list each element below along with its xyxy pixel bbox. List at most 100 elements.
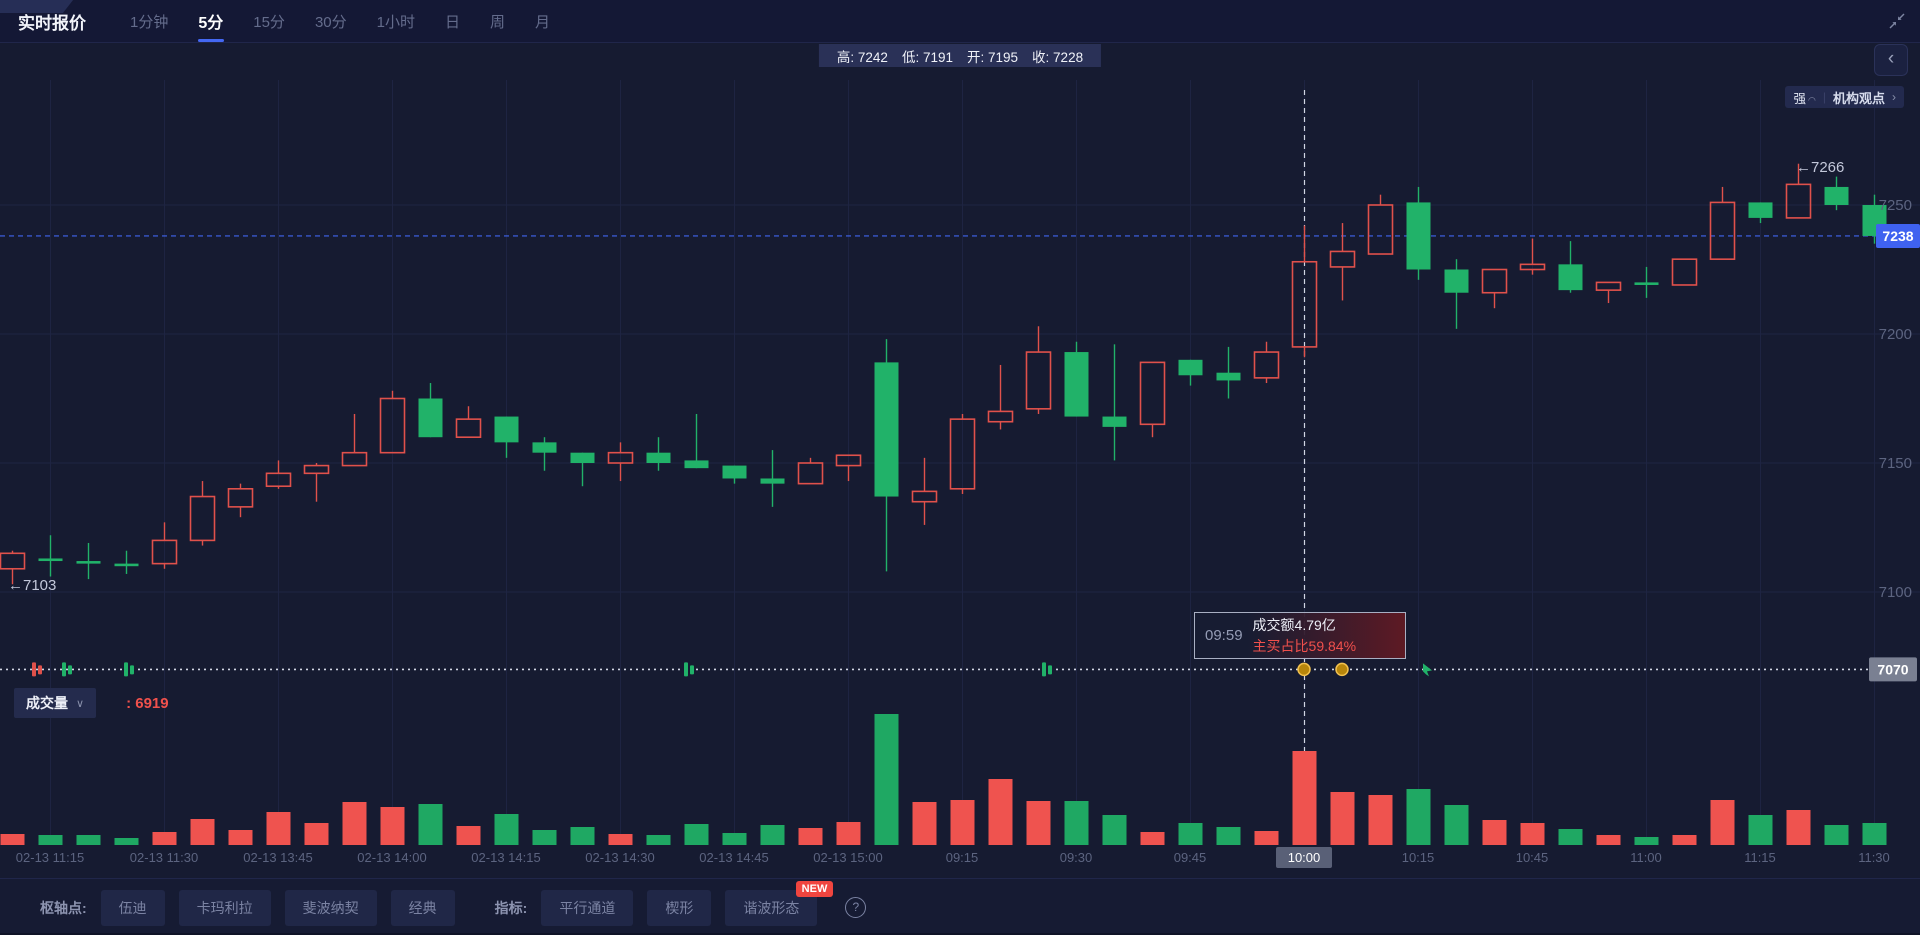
- ohlc-high: 高: 7242: [836, 49, 888, 65]
- pivot-woodie-button[interactable]: 伍迪: [100, 889, 165, 926]
- help-icon[interactable]: ?: [845, 897, 867, 918]
- time-axis-label: 02-13 14:15: [471, 850, 540, 865]
- candle-down: [1824, 186, 1849, 205]
- divider: |: [1822, 90, 1826, 104]
- candle-down: [532, 442, 557, 453]
- candle-up: [987, 410, 1014, 423]
- tab-day[interactable]: 日: [444, 13, 460, 31]
- tab-month[interactable]: 月: [535, 13, 551, 31]
- candle-up: [455, 418, 482, 439]
- candle-up: [1329, 250, 1356, 268]
- current-price-badge: [1876, 223, 1920, 248]
- coin-marker-icon: [1335, 662, 1349, 677]
- candle-up: [265, 472, 292, 488]
- candle-down: [38, 558, 63, 562]
- time-axis-label: 09:30: [1060, 850, 1093, 865]
- volume-bar: [912, 802, 937, 845]
- harmonic-label: 谐波形态: [743, 899, 800, 916]
- strength-label: 强: [1793, 91, 1806, 106]
- volume-bar: [1102, 815, 1127, 845]
- volume-bar: [1330, 792, 1355, 845]
- volume-bar: [266, 812, 291, 845]
- time-axis-label: 02-13 14:30: [585, 850, 654, 865]
- time-axis-label: 09:45: [1174, 850, 1207, 865]
- pivot-classic-button[interactable]: 经典: [390, 889, 455, 926]
- price-tick-label: 7100: [1879, 584, 1912, 601]
- candle-marker-icon: [62, 662, 66, 677]
- candle-down: [684, 460, 709, 469]
- institution-opinion-badge[interactable]: 强 ◠ | 机构观点 ›: [1785, 86, 1904, 108]
- indicator-wedge-button[interactable]: 楔形: [647, 889, 712, 926]
- time-axis-label: 10:45: [1516, 850, 1549, 865]
- top-bar: 实时报价 1分钟 5分 15分 30分 1小时 日 周 月: [0, 0, 1920, 43]
- indicator-harmonic-button[interactable]: 谐波形态 NEW: [725, 880, 834, 926]
- volume-bar: [798, 828, 823, 845]
- tab-1min[interactable]: 1分钟: [130, 13, 169, 31]
- time-axis-label: 11:00: [1630, 850, 1662, 865]
- time-axis-label: 10:15: [1402, 850, 1435, 865]
- candle-up: [379, 397, 406, 454]
- current-price-text: 7238: [1882, 228, 1913, 244]
- volume-bar: [1520, 823, 1545, 845]
- panel-collapse-button[interactable]: ‹: [1874, 44, 1908, 76]
- candle-up: [1595, 281, 1622, 291]
- volume-value: : 6919: [126, 694, 169, 712]
- tab-1hour[interactable]: 1小时: [376, 13, 415, 31]
- volume-bar: [1254, 831, 1279, 845]
- tooltip-time: 09:59: [1205, 627, 1243, 644]
- volume-bar: [570, 827, 595, 845]
- tab-15min[interactable]: 15分: [253, 13, 285, 31]
- candle-up: [1519, 263, 1546, 271]
- crosshair-tooltip: 09:59 成交额4.79亿 主买占比59.84%: [1194, 612, 1406, 659]
- volume-bar: [646, 835, 671, 845]
- volume-bar: [1786, 810, 1811, 845]
- volume-bar: [380, 807, 405, 845]
- candle-down: [874, 362, 899, 497]
- price-tick-label: 7250: [1879, 197, 1912, 214]
- candle-up: [0, 552, 26, 570]
- volume-indicator-selector[interactable]: 成交量 ∨: [14, 688, 97, 718]
- volume-bar: [950, 800, 975, 845]
- price-annotation: ←7266: [1796, 159, 1844, 176]
- indicator-parallel-channel-button[interactable]: 平行通道: [541, 889, 634, 926]
- interval-tabs: 1分钟 5分 15分 30分 1小时 日 周 月: [130, 0, 550, 42]
- pivot-camarilla-button[interactable]: 卡玛利拉: [178, 889, 271, 926]
- ohlc-low: 低: 7191: [901, 49, 953, 65]
- volume-header: 成交量 ∨ : 6919: [14, 688, 169, 718]
- page-title: 实时报价: [18, 13, 86, 33]
- candle-down: [1444, 269, 1469, 293]
- volume-bar: [190, 819, 215, 845]
- volume-bar: [608, 834, 633, 845]
- volume-bar: [532, 830, 557, 845]
- refresh-icon: ◠: [1808, 94, 1816, 105]
- drawing-toolbar: 枢轴点: 伍迪 卡玛利拉 斐波纳契 经典 指标: 平行通道 楔形 谐波形态 NE…: [0, 878, 1920, 935]
- volume-bar: [1406, 789, 1431, 845]
- volume-bar: [0, 834, 25, 845]
- candle-up: [949, 418, 976, 490]
- candle-marker-icon: [124, 662, 128, 677]
- tab-30min[interactable]: 30分: [314, 13, 347, 31]
- pivot-label: 枢轴点:: [40, 899, 87, 916]
- candle-down: [494, 416, 519, 443]
- candle-down: [646, 452, 671, 463]
- volume-bar: [38, 835, 63, 845]
- collapse-arrows-icon[interactable]: [1888, 12, 1906, 30]
- pivot-fibonacci-button[interactable]: 斐波纳契: [284, 889, 377, 926]
- candle-down: [1178, 359, 1203, 376]
- tab-week[interactable]: 周: [489, 13, 505, 31]
- volume-bar: [1026, 801, 1051, 845]
- candle-down: [1102, 416, 1127, 427]
- volume-bar: [1292, 751, 1317, 845]
- candle-down: [1748, 202, 1773, 218]
- volume-bar: [1558, 829, 1583, 845]
- tab-5min[interactable]: 5分: [198, 0, 223, 42]
- opinion-label: 机构观点: [1832, 90, 1885, 106]
- volume-bar: [722, 833, 747, 845]
- volume-bar: [1064, 801, 1089, 845]
- volume-bar: [1482, 820, 1507, 845]
- time-axis-label: 02-13 11:15: [16, 850, 84, 865]
- time-axis-label: 02-13 14:45: [699, 850, 768, 865]
- candle-up: [1671, 258, 1698, 286]
